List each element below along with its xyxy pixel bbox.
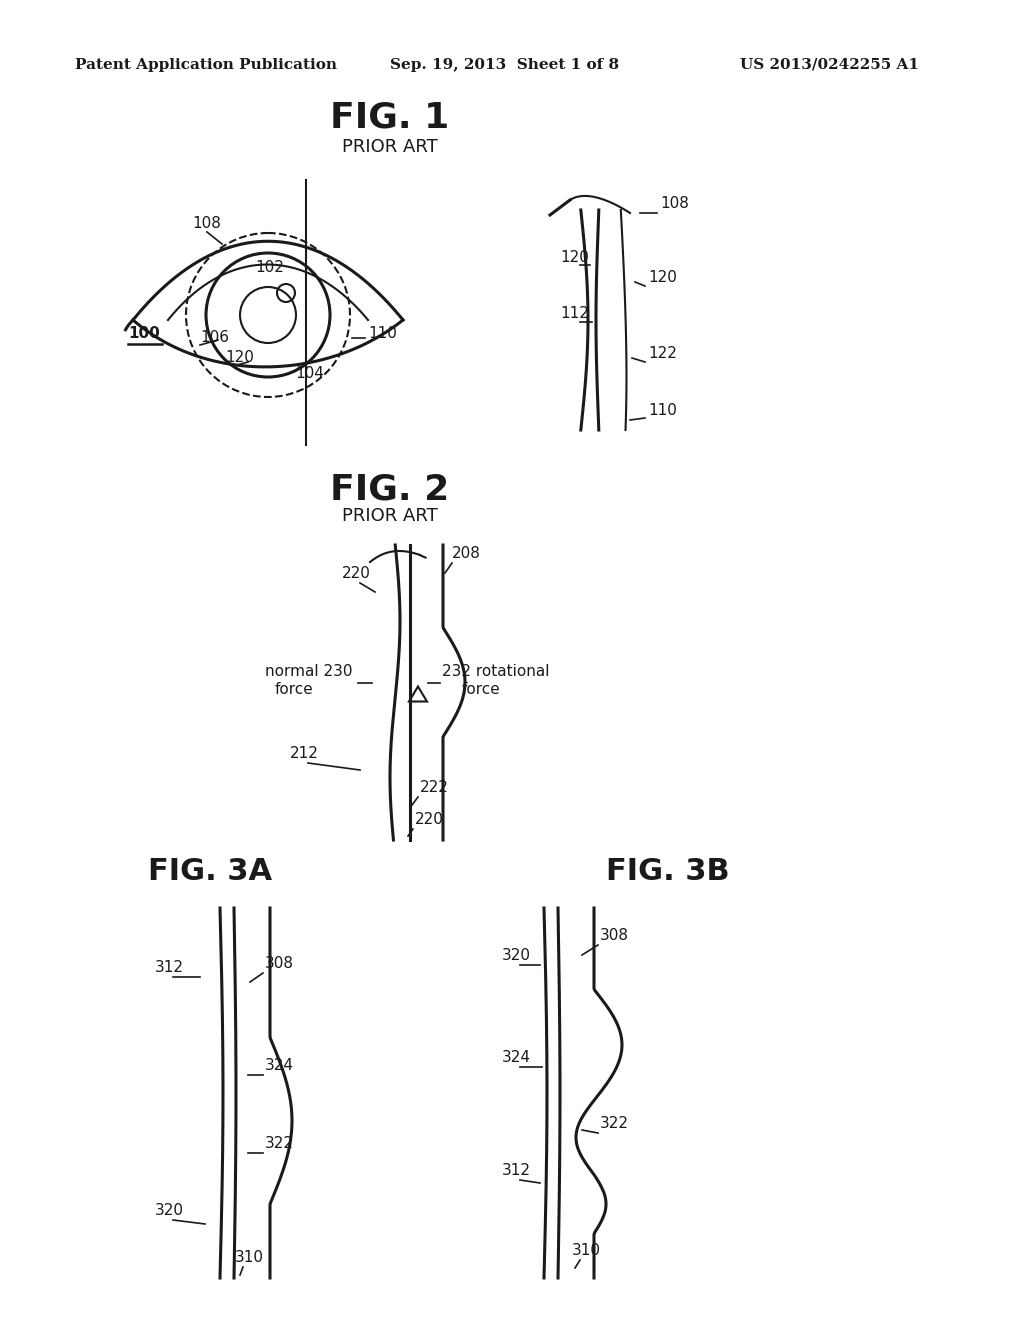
Text: 220: 220 [415, 812, 443, 828]
Text: 232 rotational: 232 rotational [442, 664, 550, 678]
Text: 212: 212 [290, 746, 318, 762]
Text: US 2013/0242255 A1: US 2013/0242255 A1 [740, 58, 919, 73]
Text: FIG. 2: FIG. 2 [331, 473, 450, 507]
Text: PRIOR ART: PRIOR ART [342, 507, 438, 525]
Text: Sep. 19, 2013  Sheet 1 of 8: Sep. 19, 2013 Sheet 1 of 8 [390, 58, 620, 73]
Text: 322: 322 [265, 1137, 294, 1151]
Text: 106: 106 [200, 330, 229, 345]
Text: FIG. 3B: FIG. 3B [606, 858, 730, 887]
Text: 108: 108 [660, 195, 689, 211]
Text: force: force [275, 682, 313, 697]
Text: 208: 208 [452, 546, 481, 561]
Text: force: force [462, 682, 501, 697]
Text: 312: 312 [502, 1163, 531, 1177]
Text: 308: 308 [600, 928, 629, 942]
Text: 322: 322 [600, 1115, 629, 1131]
Text: Patent Application Publication: Patent Application Publication [75, 58, 337, 73]
Text: 122: 122 [648, 346, 677, 360]
Text: 220: 220 [342, 566, 371, 581]
Text: FIG. 1: FIG. 1 [331, 102, 450, 135]
Text: 112: 112 [560, 306, 589, 321]
Text: 110: 110 [368, 326, 397, 341]
Text: 100: 100 [128, 326, 160, 341]
Text: 222: 222 [420, 780, 449, 795]
Text: normal 230: normal 230 [265, 664, 352, 678]
Text: 120: 120 [560, 249, 589, 265]
Text: 308: 308 [265, 956, 294, 972]
Text: 120: 120 [648, 271, 677, 285]
Text: 310: 310 [234, 1250, 264, 1265]
Text: 312: 312 [155, 960, 184, 975]
Text: 310: 310 [572, 1243, 601, 1258]
Text: 102: 102 [255, 260, 284, 275]
Text: 110: 110 [648, 403, 677, 418]
Text: FIG. 3A: FIG. 3A [147, 858, 272, 887]
Text: 324: 324 [502, 1049, 531, 1065]
Text: 108: 108 [193, 216, 221, 231]
Text: 104: 104 [295, 366, 324, 381]
Text: 120: 120 [225, 350, 254, 366]
Text: 320: 320 [155, 1203, 184, 1218]
Text: 320: 320 [502, 948, 531, 964]
Text: PRIOR ART: PRIOR ART [342, 139, 438, 156]
Text: 324: 324 [265, 1059, 294, 1073]
